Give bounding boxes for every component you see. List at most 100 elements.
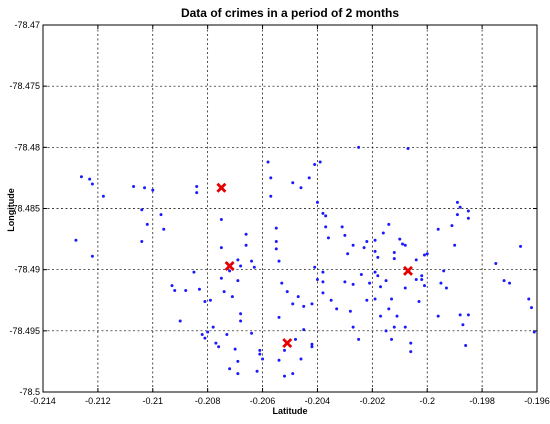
grid-lines	[43, 25, 537, 392]
crime-point	[184, 288, 188, 292]
crime-point	[455, 200, 459, 204]
crime-point	[335, 307, 339, 311]
crime-point	[436, 227, 440, 231]
x-tick-label: -0.212	[85, 396, 111, 406]
crime-point	[280, 281, 284, 285]
crime-point	[365, 298, 369, 302]
crime-point	[252, 265, 256, 269]
crime-point	[307, 176, 311, 180]
x-tick-label: -0.204	[305, 396, 331, 406]
crime-point	[392, 251, 396, 255]
crime-point	[414, 277, 418, 281]
crime-point	[258, 348, 262, 352]
crime-point	[233, 347, 237, 351]
crime-point	[310, 342, 314, 346]
crime-point	[343, 280, 347, 284]
crime-point	[401, 242, 405, 246]
crime-point	[211, 325, 215, 329]
crime-point	[398, 237, 402, 241]
crime-point	[414, 258, 418, 262]
crime-point	[455, 213, 459, 217]
crime-point	[351, 325, 355, 329]
crime-point	[244, 232, 248, 236]
crime-point	[376, 255, 380, 259]
crime-point	[530, 306, 534, 310]
crime-point	[140, 208, 144, 212]
crime-point	[151, 188, 155, 192]
y-tick-label: -78.48	[14, 142, 40, 152]
crime-point	[230, 295, 234, 299]
y-tick-label: -78.47	[14, 20, 40, 30]
crime-point	[340, 225, 344, 229]
crime-point	[228, 269, 232, 273]
crime-point	[466, 313, 470, 317]
crime-point	[74, 238, 78, 242]
x-tick-label: -0.196	[524, 396, 550, 406]
crime-point	[225, 333, 229, 337]
crime-point	[390, 297, 394, 301]
crime-point	[236, 359, 240, 363]
crime-point	[373, 238, 377, 242]
crime-point	[101, 194, 105, 198]
crime-point	[244, 243, 248, 247]
crime-point	[422, 253, 426, 257]
crime-point	[219, 276, 223, 280]
crime-point	[324, 214, 328, 218]
crime-point	[239, 319, 243, 323]
cluster-marker-stroke	[282, 338, 293, 349]
crime-point	[458, 313, 462, 317]
crime-point	[302, 304, 306, 308]
crime-point	[379, 314, 383, 318]
crime-point	[310, 302, 314, 306]
crime-point	[293, 337, 297, 341]
x-tick-label: -0.2	[419, 396, 435, 406]
crime-point	[324, 225, 328, 229]
crime-point	[346, 252, 350, 256]
crime-point	[250, 331, 254, 335]
crime-point	[442, 269, 446, 273]
crime-point	[436, 314, 440, 318]
crime-point	[508, 281, 512, 285]
x-tick-label: -0.21	[143, 396, 164, 406]
cluster-center-marker	[403, 265, 414, 276]
crime-point	[318, 160, 322, 164]
crime-point	[329, 298, 333, 302]
crime-point	[302, 328, 306, 332]
crime-point	[373, 297, 377, 301]
crime-point	[406, 147, 410, 151]
crime-point	[214, 341, 218, 345]
crime-point	[409, 341, 413, 345]
crime-point	[274, 240, 278, 244]
crime-point	[296, 295, 300, 299]
crime-point	[250, 259, 254, 263]
crime-point	[321, 270, 325, 274]
crime-point	[90, 182, 94, 186]
x-tick-label: -0.214	[30, 396, 56, 406]
crime-point	[277, 315, 281, 319]
crime-point	[379, 285, 383, 289]
crime-point	[269, 194, 273, 198]
crime-point	[140, 240, 144, 244]
crime-point	[373, 249, 377, 253]
crime-point	[527, 297, 531, 301]
crime-point	[403, 325, 407, 329]
crime-point	[313, 162, 317, 166]
x-tick-label: -0.202	[360, 396, 386, 406]
crime-point	[173, 288, 177, 292]
crime-point	[261, 357, 265, 361]
crime-point	[359, 273, 363, 277]
x-tick-label: -0.208	[195, 396, 221, 406]
crime-point	[357, 337, 361, 341]
crime-point	[315, 277, 319, 281]
cluster-center-marker	[216, 182, 227, 193]
x-tick-label: -0.198	[469, 396, 495, 406]
crime-point	[203, 336, 207, 340]
crime-point	[351, 282, 355, 286]
crime-point	[420, 277, 424, 281]
crime-point	[343, 233, 347, 237]
crime-point	[395, 314, 399, 318]
crime-point	[351, 243, 355, 247]
crime-point	[384, 279, 388, 283]
crime-point	[403, 286, 407, 290]
crime-point	[236, 372, 240, 376]
